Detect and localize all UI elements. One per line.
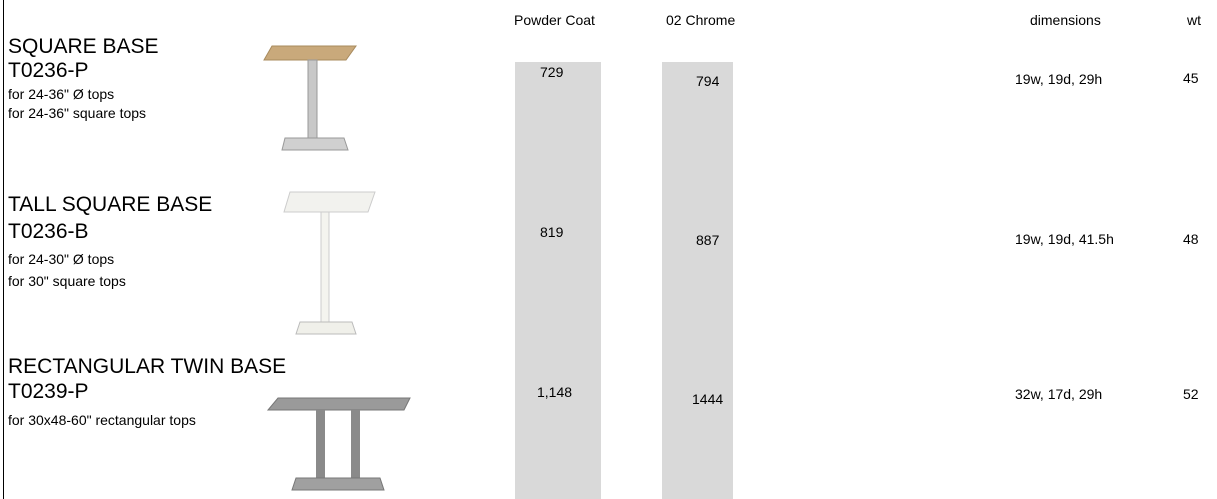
header-wt: wt — [1187, 12, 1201, 28]
chrome-price: 794 — [696, 73, 720, 89]
weight: 48 — [1183, 231, 1199, 247]
dimensions: 32w, 17d, 29h — [1015, 386, 1103, 402]
product-code: T0239-P — [8, 380, 89, 403]
powder-coat-column — [515, 62, 601, 499]
product-note: for 30" square tops — [8, 273, 126, 289]
product-title: RECTANGULAR TWIN BASE — [8, 355, 287, 378]
table-top — [266, 397, 411, 411]
left-border — [3, 0, 4, 499]
table-foot — [295, 321, 357, 335]
header-dimensions: dimensions — [1030, 12, 1101, 28]
table-foot — [281, 137, 349, 151]
product-code: T0236-B — [8, 220, 89, 243]
table-pole — [320, 211, 330, 323]
powder-coat-price: 729 — [540, 64, 564, 80]
header-chrome: 02 Chrome — [666, 12, 736, 28]
weight: 52 — [1183, 386, 1199, 402]
table-pole — [351, 410, 360, 478]
product-code: T0236-P — [8, 59, 89, 82]
weight: 45 — [1183, 70, 1199, 86]
table-foot — [291, 477, 385, 491]
powder-coat-price: 1,148 — [537, 384, 573, 400]
table-pole — [316, 410, 325, 478]
product-note: for 30x48-60" rectangular tops — [8, 412, 196, 428]
chrome-price: 887 — [696, 232, 720, 248]
powder-coat-price: 819 — [540, 224, 564, 240]
product-note: for 24-30" Ø tops — [8, 251, 115, 267]
dimensions: 19w, 19d, 41.5h — [1015, 231, 1114, 247]
product-note: for 24-36" Ø tops — [8, 86, 115, 102]
product-title: SQUARE BASE — [8, 35, 159, 58]
table-pole — [307, 59, 318, 139]
chrome-price: 1444 — [692, 391, 724, 407]
dimensions: 19w, 19d, 29h — [1015, 71, 1103, 87]
header-powder-coat: Powder Coat — [514, 12, 595, 28]
product-title: TALL SQUARE BASE — [8, 193, 213, 216]
table-top — [263, 45, 357, 61]
chrome-column — [662, 62, 733, 499]
table-top — [283, 191, 376, 213]
product-note: for 24-36" square tops — [8, 105, 147, 121]
